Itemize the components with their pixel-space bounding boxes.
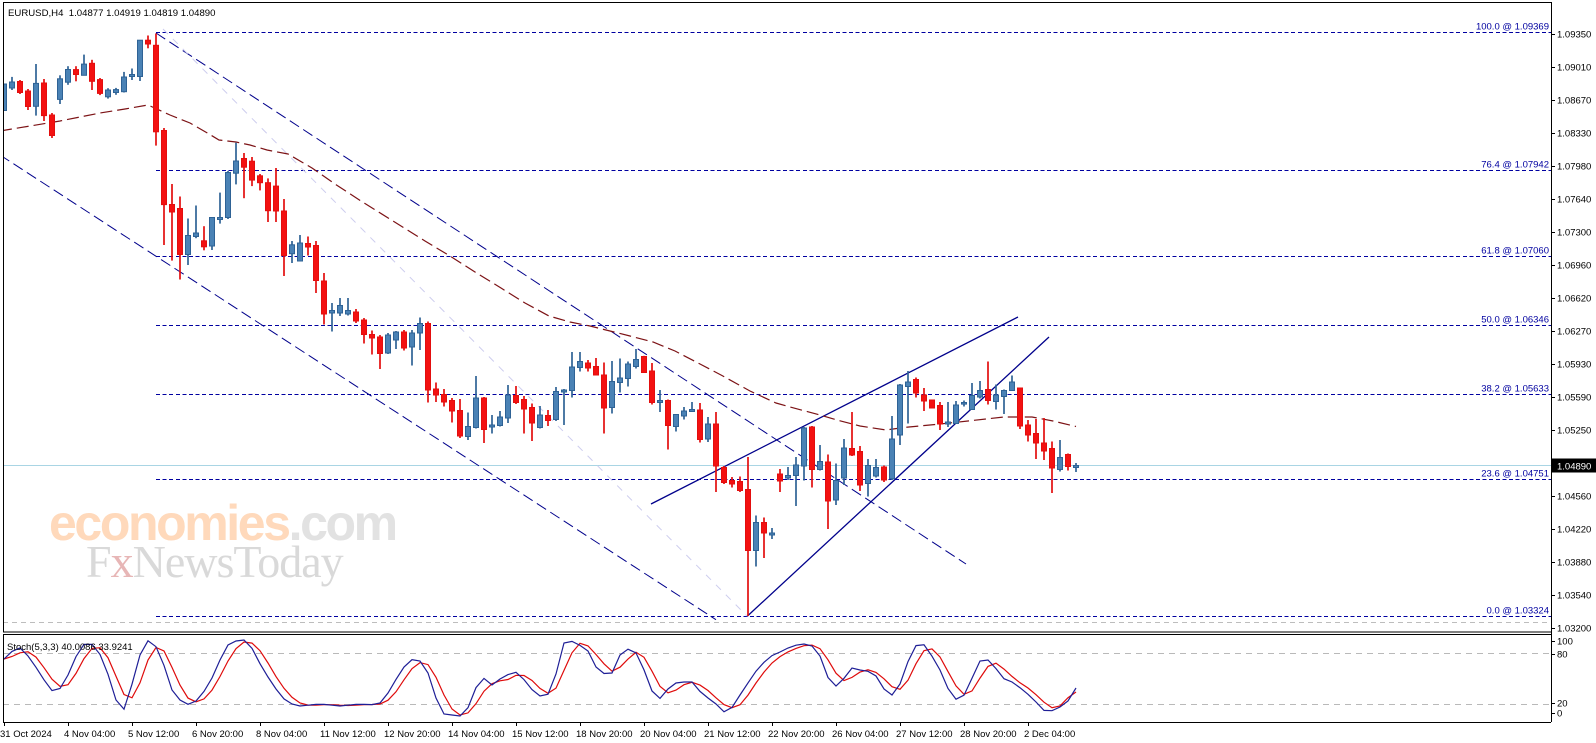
svg-text:1.09010: 1.09010 — [1557, 63, 1591, 74]
svg-text:1.03200: 1.03200 — [1557, 624, 1591, 635]
svg-text:28 Nov 20:00: 28 Nov 20:00 — [960, 729, 1017, 740]
svg-text:27 Nov 12:00: 27 Nov 12:00 — [896, 729, 953, 740]
svg-text:1.07980: 1.07980 — [1557, 162, 1591, 173]
svg-text:1.03880: 1.03880 — [1557, 558, 1591, 569]
svg-text:1.07300: 1.07300 — [1557, 228, 1591, 239]
svg-text:22 Nov 20:00: 22 Nov 20:00 — [768, 729, 825, 740]
svg-text:80: 80 — [1557, 650, 1568, 661]
svg-text:1.06620: 1.06620 — [1557, 294, 1591, 305]
svg-text:23.6 @ 1.04751: 23.6 @ 1.04751 — [1481, 469, 1549, 480]
svg-text:6 Nov 20:00: 6 Nov 20:00 — [192, 729, 243, 740]
svg-text:20: 20 — [1557, 699, 1568, 710]
svg-text:1.05590: 1.05590 — [1557, 393, 1591, 404]
svg-text:1.08330: 1.08330 — [1557, 129, 1591, 140]
svg-text:100: 100 — [1557, 637, 1573, 648]
svg-text:20 Nov 04:00: 20 Nov 04:00 — [640, 729, 697, 740]
svg-text:50.0 @ 1.06346: 50.0 @ 1.06346 — [1481, 315, 1549, 326]
svg-text:1.05250: 1.05250 — [1557, 426, 1591, 437]
svg-text:Stoch(5,3,3) 40.0086 33.9241: Stoch(5,3,3) 40.0086 33.9241 — [7, 642, 133, 653]
svg-text:21 Nov 12:00: 21 Nov 12:00 — [704, 729, 761, 740]
svg-text:1.06270: 1.06270 — [1557, 327, 1591, 338]
svg-text:1.05930: 1.05930 — [1557, 360, 1591, 371]
svg-text:0: 0 — [1557, 709, 1562, 720]
svg-text:8 Nov 04:00: 8 Nov 04:00 — [256, 729, 307, 740]
svg-text:38.2 @ 1.05633: 38.2 @ 1.05633 — [1481, 384, 1549, 395]
svg-text:14 Nov 04:00: 14 Nov 04:00 — [448, 729, 505, 740]
svg-text:1.09350: 1.09350 — [1557, 30, 1591, 41]
svg-text:31 Oct 2024: 31 Oct 2024 — [0, 729, 52, 740]
svg-text:4 Nov 04:00: 4 Nov 04:00 — [64, 729, 115, 740]
svg-text:1.06960: 1.06960 — [1557, 261, 1591, 272]
svg-text:2 Dec 04:00: 2 Dec 04:00 — [1024, 729, 1075, 740]
svg-text:18 Nov 20:00: 18 Nov 20:00 — [576, 729, 633, 740]
svg-text:5 Nov 12:00: 5 Nov 12:00 — [128, 729, 179, 740]
svg-text:76.4 @ 1.07942: 76.4 @ 1.07942 — [1481, 160, 1549, 171]
svg-text:12 Nov 20:00: 12 Nov 20:00 — [384, 729, 441, 740]
svg-text:61.8 @ 1.07060: 61.8 @ 1.07060 — [1481, 246, 1549, 257]
svg-text:1.07640: 1.07640 — [1557, 195, 1591, 206]
svg-text:1.04890: 1.04890 — [1557, 462, 1591, 473]
svg-text:26 Nov 04:00: 26 Nov 04:00 — [832, 729, 889, 740]
svg-text:1.04560: 1.04560 — [1557, 492, 1591, 503]
svg-text:economies.com: economies.com — [49, 495, 396, 551]
svg-text:15 Nov 12:00: 15 Nov 12:00 — [512, 729, 569, 740]
svg-text:100.0 @ 1.09369: 100.0 @ 1.09369 — [1476, 22, 1549, 33]
svg-text:EURUSD,H4 1.04877 1.04919 1.0: EURUSD,H4 1.04877 1.04919 1.04819 1.0489… — [8, 8, 215, 19]
svg-text:0.0 @ 1.03324: 0.0 @ 1.03324 — [1487, 606, 1549, 617]
svg-text:1.08670: 1.08670 — [1557, 96, 1591, 107]
svg-text:1.04220: 1.04220 — [1557, 525, 1591, 536]
svg-text:1.03540: 1.03540 — [1557, 591, 1591, 602]
svg-text:11 Nov 12:00: 11 Nov 12:00 — [320, 729, 376, 740]
svg-text:FxNewsToday: FxNewsToday — [86, 536, 344, 587]
